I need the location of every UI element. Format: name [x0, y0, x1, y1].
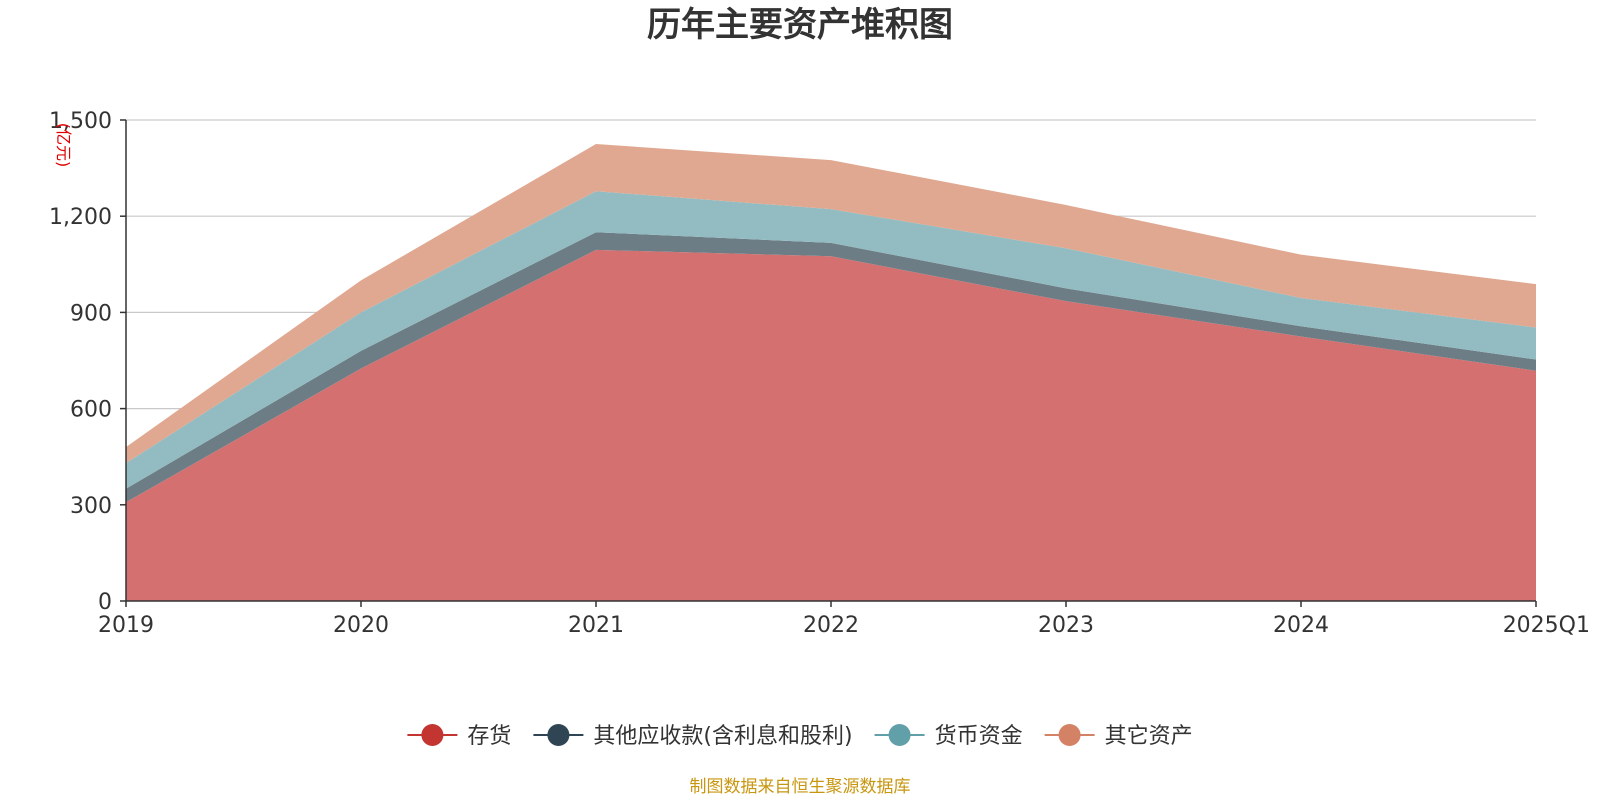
x-tick-label: 2021 — [568, 613, 624, 638]
area-series-1[interactable] — [126, 249, 1536, 601]
legend[interactable]: 存货 其他应收款(含利息和股利) 货币资金 其它资产 — [407, 724, 1193, 749]
legend-dot-marker — [421, 724, 444, 746]
x-tick-label: 2022 — [803, 613, 859, 638]
legend-item[interactable]: 存货 — [407, 724, 511, 749]
x-tick-label: 2024 — [1273, 613, 1329, 638]
legend-item[interactable]: 其他应收款(含利息和股利) — [533, 724, 853, 749]
area-series-2[interactable] — [126, 232, 1536, 503]
legend-dot-marker — [547, 724, 570, 746]
legend-label: 货币资金 — [935, 724, 1023, 749]
area-series-3[interactable] — [126, 191, 1536, 489]
x-tick-label: 2023 — [1038, 613, 1094, 638]
y-tick-label: 900 — [70, 301, 112, 326]
axes: 0 300 600 900 1,200 1,500 2019 2020 2021 2022 2023… — [49, 109, 1590, 638]
y-axis-unit-label: (亿元) — [54, 123, 73, 168]
data-source-note: 制图数据来自恒生聚源数据库 — [690, 777, 911, 797]
x-tick-label: 2020 — [333, 613, 389, 638]
legend-item[interactable]: 其它资产 — [1044, 724, 1193, 749]
legend-label: 存货 — [467, 724, 511, 749]
y-tick-label: 1,200 — [49, 205, 112, 230]
area-series-4[interactable] — [126, 144, 1536, 464]
legend-dot-marker — [888, 724, 911, 746]
y-tick-label: 300 — [70, 494, 112, 519]
y-tick-label: 0 — [98, 590, 112, 615]
x-tick-label: 2019 — [98, 613, 154, 638]
chart-title: 历年主要资产堆积图 — [647, 5, 953, 45]
y-tick-label: 1,500 — [49, 109, 112, 134]
area-series — [126, 144, 1536, 601]
y-tick-label: 600 — [70, 398, 112, 423]
legend-dot-marker — [1058, 724, 1081, 746]
x-tick-label: 2025Q1 — [1503, 613, 1590, 638]
legend-label: 其它资产 — [1105, 724, 1193, 749]
legend-item[interactable]: 货币资金 — [874, 724, 1023, 749]
legend-label: 其他应收款(含利息和股利) — [593, 724, 852, 749]
